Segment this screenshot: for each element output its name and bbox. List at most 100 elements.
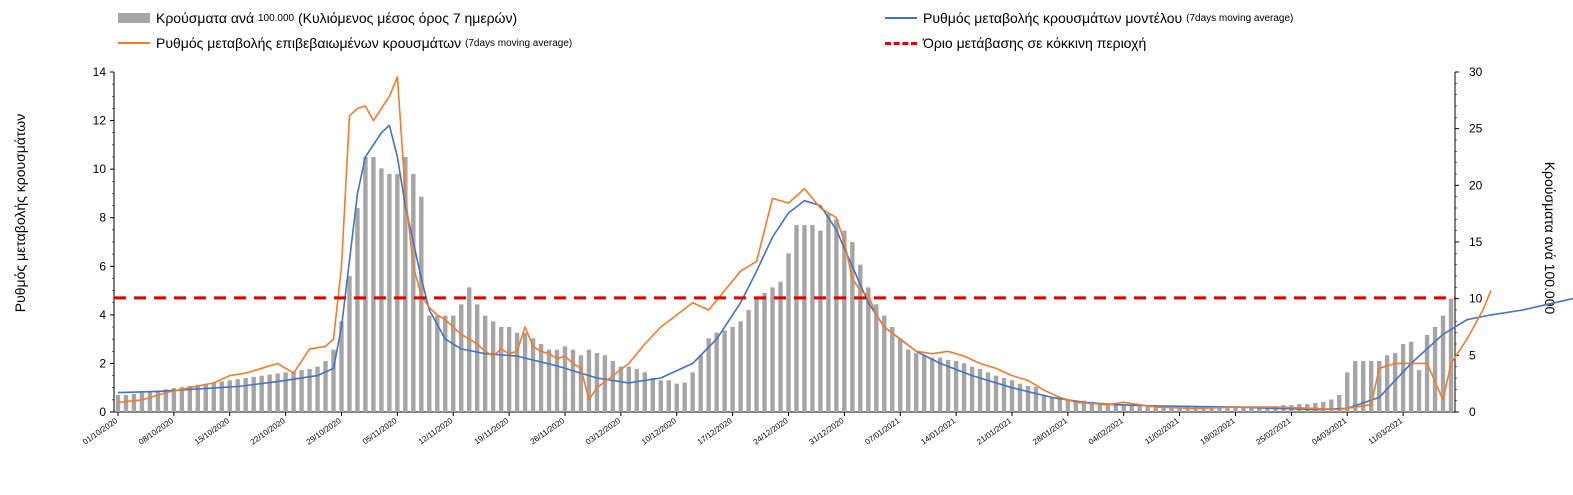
bar bbox=[387, 174, 392, 412]
bar bbox=[1361, 361, 1366, 412]
y-left-tick-label: 14 bbox=[93, 65, 107, 79]
x-tick-label: 21/01/2021 bbox=[975, 416, 1013, 447]
bar bbox=[610, 361, 616, 412]
bar bbox=[794, 225, 799, 412]
bar bbox=[1113, 404, 1118, 412]
x-tick-label: 15/10/2020 bbox=[193, 416, 231, 447]
bar bbox=[1217, 407, 1222, 412]
bar bbox=[866, 287, 871, 412]
x-tick-label: 24/12/2020 bbox=[752, 416, 790, 447]
bar bbox=[1384, 355, 1390, 412]
bar bbox=[570, 349, 576, 412]
bar bbox=[522, 332, 528, 412]
bar bbox=[1408, 341, 1414, 412]
bar bbox=[985, 372, 991, 412]
bar bbox=[730, 327, 735, 412]
bar bbox=[506, 327, 512, 412]
bar bbox=[482, 315, 488, 412]
y-right-tick-label: 30 bbox=[1469, 65, 1483, 79]
bar bbox=[291, 371, 296, 412]
legend-item-bars: Κρούσματα ανά 100.000 (Κυλιόμενος μέσος … bbox=[118, 10, 517, 26]
y-left-tick-label: 6 bbox=[99, 259, 106, 273]
x-tick-label: 11/03/2021 bbox=[1367, 416, 1405, 446]
bar bbox=[1392, 353, 1398, 412]
bar bbox=[203, 383, 208, 412]
bar bbox=[586, 349, 592, 412]
x-tick-label: 07/01/2021 bbox=[863, 416, 901, 447]
bar bbox=[618, 366, 624, 412]
y-left-tick-label: 2 bbox=[99, 356, 106, 370]
x-tick-label: 08/10/2020 bbox=[137, 416, 175, 447]
bar bbox=[403, 157, 408, 412]
x-tick-label: 11/02/2021 bbox=[1143, 416, 1181, 446]
bar bbox=[969, 366, 975, 412]
bar bbox=[746, 310, 751, 412]
bar bbox=[147, 391, 153, 412]
bar bbox=[738, 321, 743, 412]
bar bbox=[1185, 406, 1190, 412]
bar bbox=[1376, 361, 1382, 412]
legend-swatch-confirmed bbox=[118, 42, 150, 44]
bar bbox=[1153, 406, 1158, 412]
bar bbox=[826, 213, 831, 412]
bar bbox=[307, 368, 312, 412]
x-tick-label: 01/10/2020 bbox=[81, 416, 119, 447]
bar bbox=[299, 370, 304, 412]
bar bbox=[642, 372, 648, 412]
bar bbox=[171, 388, 177, 412]
bar bbox=[1033, 387, 1039, 412]
bar bbox=[882, 315, 887, 412]
y-right-tick-label: 20 bbox=[1469, 178, 1483, 192]
bar bbox=[1241, 407, 1246, 412]
bar bbox=[1321, 401, 1326, 412]
y-right-tick-label: 10 bbox=[1469, 292, 1483, 306]
bar bbox=[1089, 401, 1095, 412]
bar bbox=[1440, 315, 1446, 412]
bar bbox=[347, 276, 352, 412]
bar bbox=[259, 375, 264, 412]
y-left-tick-label: 4 bbox=[99, 308, 106, 322]
legend-item-confirmed: Ρυθμός μεταβολής επιβεβαιωμένων κρουσμάτ… bbox=[118, 35, 572, 51]
bar bbox=[658, 380, 663, 412]
bar bbox=[770, 287, 775, 412]
bar bbox=[1249, 406, 1254, 412]
x-tick-label: 26/11/2020 bbox=[529, 416, 567, 446]
bar bbox=[195, 384, 201, 412]
bar bbox=[937, 357, 943, 412]
legend-label-confirmed: Ρυθμός μεταβολής επιβεβαιωμένων κρουσμάτ… bbox=[156, 35, 462, 51]
bar bbox=[1001, 378, 1007, 412]
legend-label-model: Ρυθμός μεταβολής κρουσμάτων μοντέλου bbox=[923, 10, 1183, 26]
bar bbox=[538, 344, 544, 412]
bar bbox=[802, 225, 807, 412]
bar bbox=[993, 375, 999, 412]
x-tick-label: 25/02/2021 bbox=[1255, 416, 1293, 447]
bar bbox=[451, 315, 456, 412]
bar bbox=[1137, 406, 1142, 412]
x-tick-label: 31/12/2020 bbox=[808, 416, 846, 447]
bar bbox=[818, 230, 823, 412]
bar bbox=[315, 366, 320, 412]
bar bbox=[1065, 399, 1071, 412]
bar bbox=[331, 349, 336, 412]
bar bbox=[235, 379, 240, 412]
bar bbox=[419, 196, 424, 412]
bar bbox=[1105, 404, 1110, 412]
bar bbox=[1177, 406, 1182, 412]
bar bbox=[953, 361, 959, 412]
bar bbox=[858, 264, 863, 412]
bar bbox=[1025, 385, 1031, 412]
bar bbox=[139, 392, 145, 412]
legend-label-bars-small: 100.000 bbox=[257, 12, 295, 24]
x-tick-label: 03/12/2020 bbox=[584, 416, 622, 447]
bar bbox=[155, 390, 161, 412]
y-left-tick-label: 8 bbox=[99, 211, 106, 225]
bar bbox=[850, 242, 855, 412]
bar bbox=[443, 315, 448, 412]
bar bbox=[921, 355, 927, 412]
bar bbox=[1345, 372, 1350, 412]
bar bbox=[1329, 399, 1334, 412]
y-right-tick-label: 0 bbox=[1469, 405, 1476, 419]
legend-label-model-small: (7days moving average) bbox=[1186, 12, 1294, 24]
x-tick-label: 19/11/2020 bbox=[473, 416, 511, 446]
